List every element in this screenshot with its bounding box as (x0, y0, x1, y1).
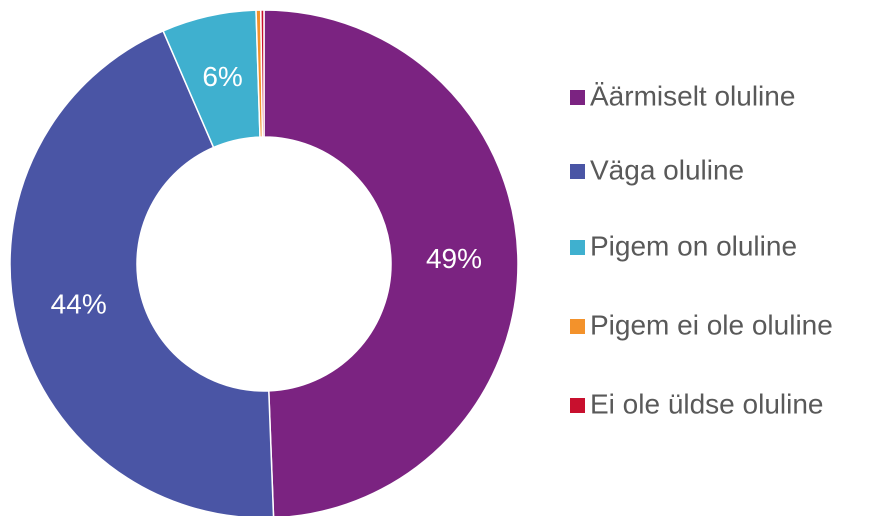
legend-label: Väga oluline (590, 154, 744, 185)
data-label: 49% (426, 243, 482, 274)
legend-swatch (570, 398, 585, 413)
legend-swatch (570, 319, 585, 334)
legend-label: Pigem on oluline (590, 230, 797, 261)
donut-slice (263, 9, 519, 516)
legend-swatch (570, 164, 585, 179)
data-label: 6% (202, 61, 242, 92)
donut-slice (260, 9, 265, 138)
legend-label: Ei ole üldse oluline (590, 388, 824, 419)
legend-label: Äärmiselt oluline (590, 80, 795, 111)
legend-label: Pigem ei ole oluline (590, 309, 833, 340)
legend-swatch (570, 90, 585, 105)
legend-swatch (570, 240, 585, 255)
data-label: 44% (51, 288, 107, 319)
donut-slice (9, 29, 275, 516)
